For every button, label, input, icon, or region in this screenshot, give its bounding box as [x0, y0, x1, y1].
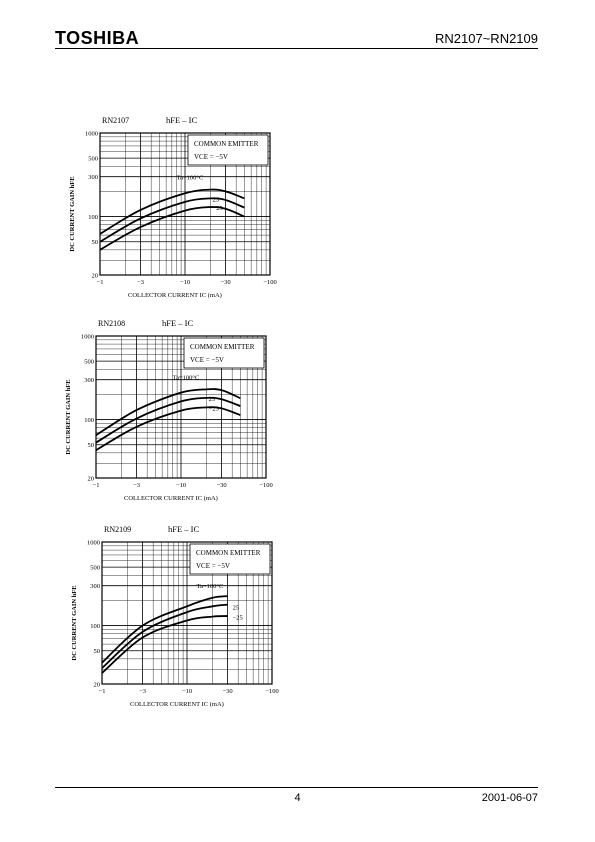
chart-part-label: RN2108 — [98, 319, 125, 328]
condition-label: COMMON EMITTER — [190, 343, 255, 351]
series-line-0 — [95, 388, 241, 436]
x-axis-label: COLLECTOR CURRENT IC (mA) — [124, 495, 218, 502]
plot-frame — [101, 541, 273, 685]
y-tick-label: 50 — [94, 648, 101, 655]
x-tick-label: −3 — [133, 482, 140, 489]
series-label-0: Ta=100°C — [177, 175, 204, 182]
x-tick-label: −10 — [182, 688, 192, 695]
chart-title: hFE – IC — [168, 524, 200, 534]
series-label-1: 25 — [209, 396, 216, 403]
x-tick-label: −10 — [180, 279, 190, 286]
x-tick-label: −10 — [176, 482, 186, 489]
x-tick-label: −1 — [97, 279, 104, 286]
y-tick-label: 100 — [88, 214, 98, 221]
conditions-box — [187, 134, 269, 166]
x-tick-label: −30 — [216, 482, 226, 489]
x-tick-label: −100 — [265, 688, 278, 695]
document-date: 2001-06-07 — [481, 792, 538, 804]
chart-part-label: RN2107 — [102, 116, 129, 125]
y-tick-label: 1000 — [81, 334, 94, 341]
y-tick-label: 20 — [88, 476, 95, 483]
y-tick-label: 50 — [88, 442, 95, 449]
x-tick-label: −100 — [259, 482, 272, 489]
page-number: 4 — [294, 792, 301, 804]
plot-frame — [99, 132, 271, 276]
y-tick-label: 100 — [84, 417, 94, 424]
y-tick-label: 300 — [88, 174, 98, 181]
chart-title: hFE – IC — [166, 115, 198, 125]
x-axis-label: COLLECTOR CURRENT IC (mA) — [128, 292, 222, 299]
series-label-2: −25 — [213, 205, 223, 212]
series-line-2 — [101, 615, 228, 674]
x-tick-label: −30 — [222, 688, 232, 695]
y-tick-label: 100 — [90, 623, 100, 630]
chart-title: hFE – IC — [162, 318, 194, 328]
x-tick-label: −1 — [93, 482, 100, 489]
x-tick-label: −3 — [137, 279, 144, 286]
conditions-box — [183, 337, 265, 369]
series-line-1 — [95, 396, 241, 444]
part-numbers: RN2107~RN2109 — [435, 31, 538, 46]
condition-label: COMMON EMITTER — [196, 549, 261, 557]
x-tick-label: −1 — [99, 688, 106, 695]
y-tick-label: 20 — [92, 273, 99, 280]
x-tick-label: −30 — [220, 279, 230, 286]
plot-frame — [95, 335, 267, 479]
condition-label: VCE = −5V — [190, 356, 224, 364]
y-tick-label: 20 — [94, 682, 101, 689]
series-line-2 — [99, 206, 245, 251]
series-label-2: −25 — [209, 405, 219, 412]
y-axis-label: DC CURRENT GAIN hFE — [71, 585, 78, 660]
series-line-0 — [99, 188, 245, 235]
x-tick-label: −100 — [263, 279, 276, 286]
y-tick-label: 500 — [88, 156, 98, 163]
series-label-2: −25 — [233, 615, 243, 622]
series-line-1 — [101, 603, 228, 669]
condition-label: VCE = −5V — [194, 153, 228, 161]
y-tick-label: 300 — [90, 583, 100, 590]
y-tick-label: 300 — [84, 377, 94, 384]
series-label-0: Ta=100°C — [173, 374, 200, 381]
chart-part-label: RN2109 — [104, 525, 131, 534]
y-tick-label: 50 — [92, 239, 99, 246]
series-line-2 — [95, 406, 241, 451]
x-tick-label: −3 — [139, 688, 146, 695]
y-tick-label: 1000 — [87, 540, 100, 547]
series-label-0: Ta=100°C — [197, 583, 224, 590]
series-line-1 — [99, 197, 245, 243]
y-tick-label: 1000 — [85, 131, 98, 138]
y-axis-label: DC CURRENT GAIN hFE — [65, 379, 72, 454]
footer-rule — [55, 787, 538, 788]
y-axis-label: DC CURRENT GAIN hFE — [69, 176, 76, 251]
toshiba-logo: TOSHIBA — [55, 28, 140, 48]
x-axis-label: COLLECTOR CURRENT IC (mA) — [130, 701, 224, 708]
conditions-box — [189, 543, 271, 575]
header-rule — [55, 48, 538, 49]
condition-label: VCE = −5V — [196, 562, 230, 570]
series-label-1: 25 — [213, 196, 220, 203]
series-line-0 — [101, 595, 228, 664]
condition-label: COMMON EMITTER — [194, 140, 259, 148]
y-tick-label: 500 — [90, 565, 100, 572]
y-tick-label: 500 — [84, 359, 94, 366]
series-label-1: 25 — [233, 604, 240, 611]
